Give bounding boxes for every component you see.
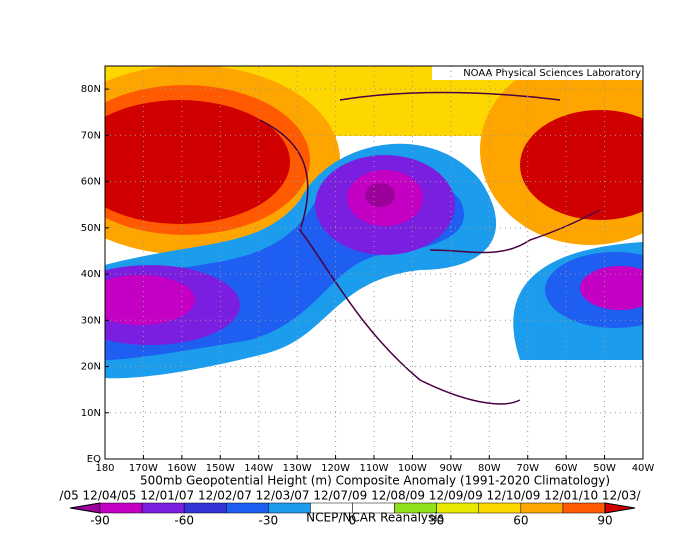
colorbar-tick-label: 60 xyxy=(513,514,528,528)
lon-tick-label: 130W xyxy=(283,463,312,474)
lon-tick-label: 110W xyxy=(360,463,389,474)
colorbar-tick-label: -60 xyxy=(174,514,194,528)
colorbar-segment xyxy=(226,502,269,514)
lat-tick-label: 60N xyxy=(81,177,101,188)
colorbar-segment xyxy=(562,502,606,514)
lon-tick-label: 60W xyxy=(555,463,578,474)
lon-tick-label: 170W xyxy=(129,463,158,474)
colorbar-segment xyxy=(520,502,564,514)
colorbar-segment xyxy=(478,502,522,514)
colorbar-extend-low xyxy=(69,502,101,514)
colorbar-segment xyxy=(268,502,311,514)
lat-tick-label: 70N xyxy=(81,130,101,141)
lat-tick-label: 20N xyxy=(81,362,101,373)
lon-tick-label: 150W xyxy=(206,463,235,474)
lon-tick-label: 80W xyxy=(478,463,501,474)
lat-tick-label: 10N xyxy=(81,408,101,419)
colorbar-extend-high xyxy=(604,502,636,514)
map-title: 500mb Geopotential Height (m) Composite … xyxy=(140,474,610,488)
colorbar-segment xyxy=(99,502,143,514)
lat-tick-label: EQ xyxy=(87,454,101,465)
lon-tick-label: 180 xyxy=(95,463,114,474)
credit: NCEP/NCAR Reanalysis xyxy=(306,511,444,525)
lon-tick-label: 70W xyxy=(516,463,539,474)
lon-tick-label: 120W xyxy=(321,463,350,474)
lat-tick-label: 50N xyxy=(81,223,101,234)
colorbar-tick-label: -90 xyxy=(90,514,110,528)
colorbar-segment xyxy=(141,502,185,514)
lon-tick-label: 90W xyxy=(440,463,463,474)
lon-tick-label: 160W xyxy=(167,463,196,474)
lat-tick-label: 30N xyxy=(81,315,101,326)
lon-tick-label: 40W xyxy=(632,463,655,474)
colorbar-tick-label: 30 xyxy=(429,514,444,528)
lon-tick-label: 140W xyxy=(244,463,273,474)
lat-tick-label: 40N xyxy=(81,269,101,280)
anomaly-field xyxy=(105,66,643,459)
colorbar-tick-label: -30 xyxy=(259,514,279,528)
colorbar-tick-label: 0 xyxy=(349,514,357,528)
source-label: NOAA Physical Sciences Laboratory xyxy=(463,68,641,79)
dates: /05 12/04/05 12/01/07 12/02/07 12/03/07 … xyxy=(59,489,641,503)
colorbar-tick-label: 90 xyxy=(597,514,612,528)
lon-tick-label: 50W xyxy=(593,463,616,474)
colorbar-segment xyxy=(183,502,227,514)
lon-tick-label: 100W xyxy=(398,463,427,474)
lat-tick-label: 80N xyxy=(81,84,101,95)
